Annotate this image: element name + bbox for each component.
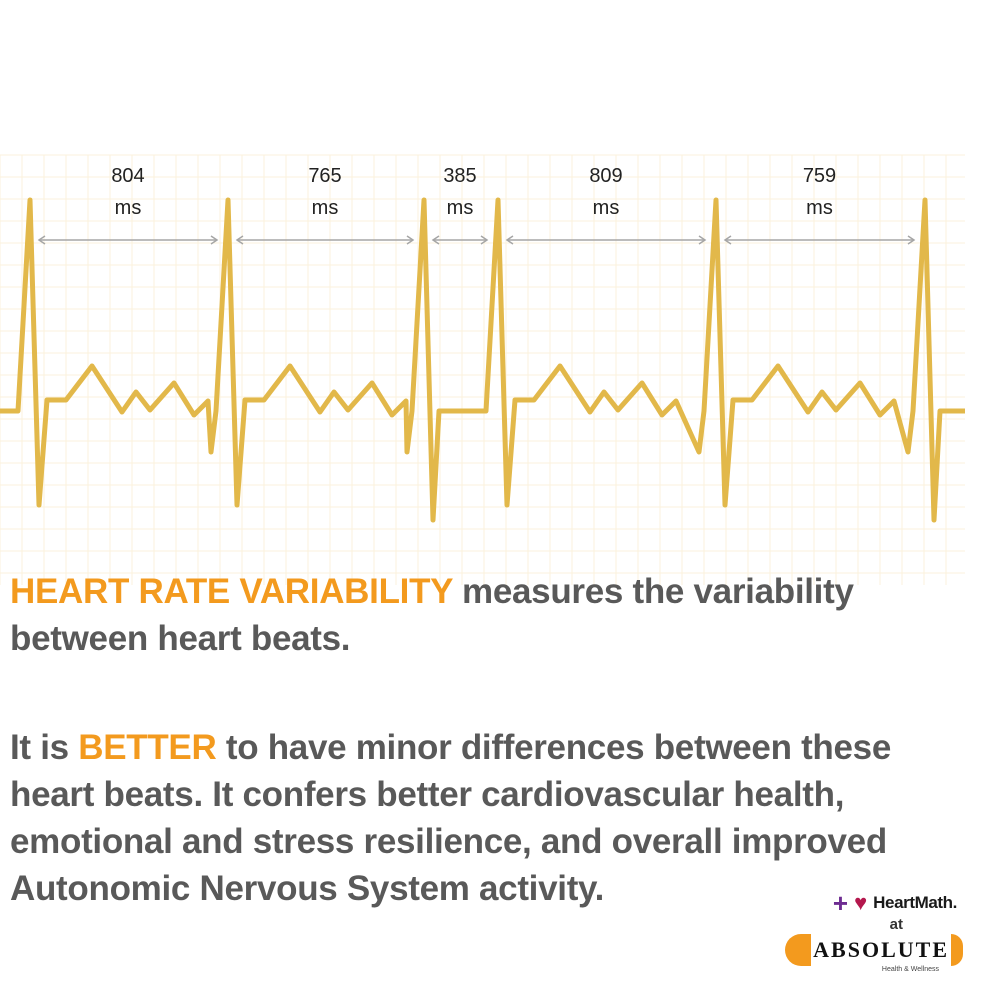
interval-unit: ms [115,197,142,219]
hrv-benefit: It is BETTER to have minor differences b… [10,724,970,912]
absolute-tagline: Health & Wellness [881,966,939,973]
interval-labels: 804 ms 765 ms 385 ms 809 ms 759 ms [111,165,836,219]
heartmath-name: HeartMath. [873,893,957,912]
heartmath-brand: + ♥ HeartMath. [832,888,958,918]
interval-arrows [37,235,916,245]
benefit-text: to have minor differences between these … [10,728,892,908]
interval-arrow [37,235,219,245]
interval-value: 759 [803,165,836,187]
interval-value: 765 [308,165,341,187]
plus-icon: + [832,888,849,918]
absolute-brand: ABSOLUTE [785,934,963,966]
ecg-diagram: 804 ms 765 ms 385 ms 809 ms 759 ms [0,154,965,585]
interval-unit: ms [312,197,339,219]
interval-arrow [723,235,916,245]
absolute-left-arc-icon [785,934,812,966]
interval-unit: ms [806,197,833,219]
hrv-term: HEART RATE VARIABILITY [10,572,453,611]
interval-value: 809 [589,165,622,187]
ecg-trace [0,197,965,523]
absolute-name: ABSOLUTE [813,937,949,962]
interval-unit: ms [447,197,474,219]
logo-connector: at [889,916,903,933]
interval-value: 385 [443,165,476,187]
interval-arrow [235,235,415,245]
benefit-lead: It is [10,728,79,767]
heart-icon: ♥ [854,890,868,915]
interval-unit: ms [593,197,620,219]
hrv-definition-text: measures the variability between heart b… [10,572,854,658]
interval-arrow [505,235,707,245]
better-term: BETTER [78,728,217,767]
interval-arrow [431,235,489,245]
absolute-right-arc-icon [951,934,963,966]
heartmath-absolute-logo: + ♥ HeartMath. at ABSOLUTE Health & Well… [783,890,983,980]
hrv-definition: HEART RATE VARIABILITY measures the vari… [10,568,970,662]
ecg-grid [0,154,965,585]
interval-value: 804 [111,165,144,187]
